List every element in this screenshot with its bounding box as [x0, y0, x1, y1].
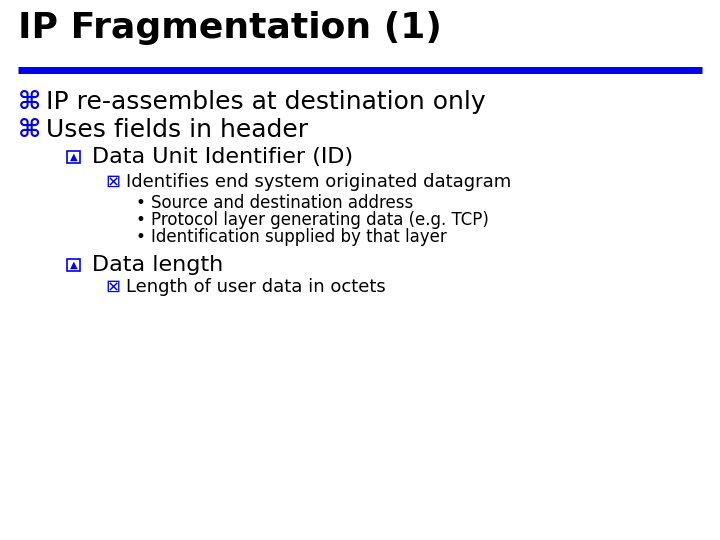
Text: IP Fragmentation (1): IP Fragmentation (1) [18, 11, 442, 45]
Text: ▲: ▲ [70, 152, 77, 162]
Text: ⌘: ⌘ [18, 90, 41, 114]
Text: Source and destination address: Source and destination address [151, 194, 413, 212]
Text: Uses fields in header: Uses fields in header [46, 118, 308, 142]
Text: Data Unit Identifier (ID): Data Unit Identifier (ID) [92, 147, 353, 167]
Text: Data length: Data length [92, 255, 223, 275]
Text: Identification supplied by that layer: Identification supplied by that layer [151, 228, 446, 246]
Text: Identifies end system originated datagram: Identifies end system originated datagra… [126, 173, 511, 191]
Bar [67, 259, 80, 271]
Text: •: • [135, 194, 145, 212]
Text: ▲: ▲ [70, 260, 77, 270]
Bar [67, 151, 80, 163]
Text: •: • [135, 211, 145, 229]
Text: ⊠: ⊠ [105, 173, 120, 191]
Text: •: • [135, 228, 145, 246]
Text: ⌘: ⌘ [18, 118, 41, 142]
Text: IP re-assembles at destination only: IP re-assembles at destination only [46, 90, 485, 114]
Text: ⊠: ⊠ [105, 278, 120, 296]
Text: Length of user data in octets: Length of user data in octets [126, 278, 386, 296]
Text: Protocol layer generating data (e.g. TCP): Protocol layer generating data (e.g. TCP… [151, 211, 489, 229]
